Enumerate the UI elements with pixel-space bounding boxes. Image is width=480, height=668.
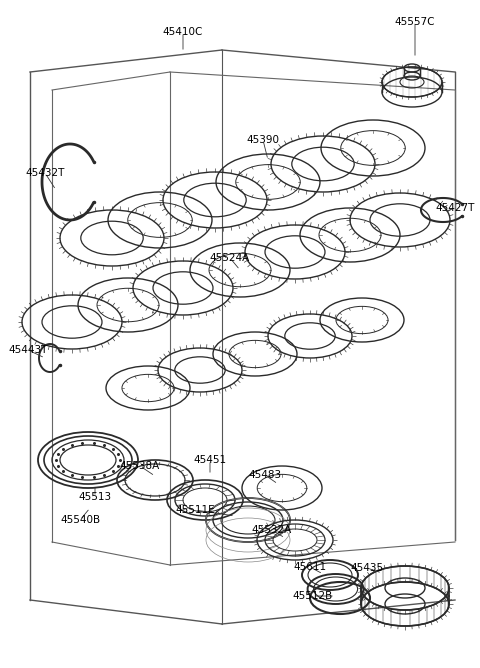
Text: 45435: 45435 (350, 563, 384, 573)
Text: 45557C: 45557C (395, 17, 435, 27)
Text: 45427T: 45427T (435, 203, 475, 213)
Text: 45538A: 45538A (120, 461, 160, 471)
Text: 45451: 45451 (193, 455, 227, 465)
Text: 45540B: 45540B (60, 515, 100, 525)
Text: 45410C: 45410C (163, 27, 203, 37)
Text: 45443T: 45443T (8, 345, 48, 355)
Text: 45432T: 45432T (25, 168, 65, 178)
Text: 45513: 45513 (78, 492, 111, 502)
Text: 45483: 45483 (249, 470, 282, 480)
Text: 45512B: 45512B (293, 591, 333, 601)
Text: 45511E: 45511E (175, 505, 215, 515)
Text: 45524A: 45524A (210, 253, 250, 263)
Text: 45390: 45390 (247, 135, 279, 145)
Text: 45532A: 45532A (252, 525, 292, 535)
Text: 45611: 45611 (293, 562, 326, 572)
